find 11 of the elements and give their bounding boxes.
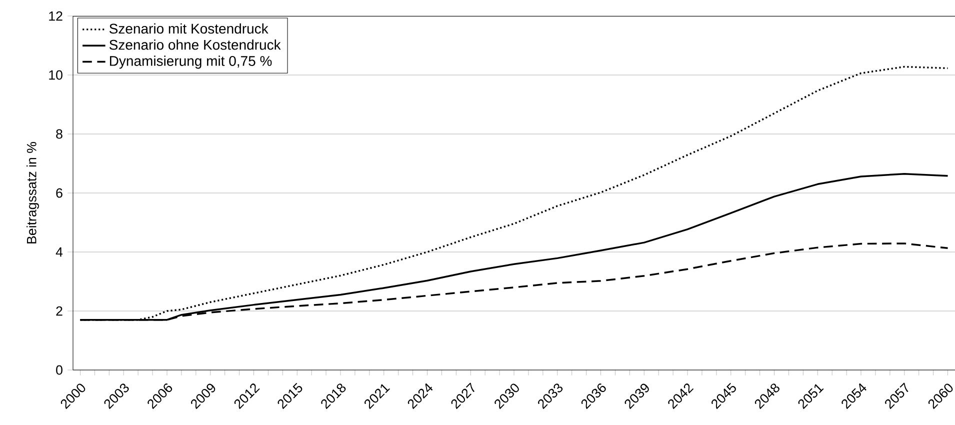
y-axis-title: Beitragssatz in % bbox=[26, 142, 39, 244]
legend-label: Dynamisierung mit 0,75 % bbox=[110, 56, 272, 69]
legend-label: Szenario mit Kostendruck bbox=[109, 23, 268, 34]
y-tick-label: 4 bbox=[56, 247, 63, 257]
y-tick-label: 6 bbox=[56, 188, 62, 198]
y-tick-label: 12 bbox=[49, 11, 62, 21]
legend-label: Szenario ohne Kostendruck bbox=[109, 40, 281, 50]
y-tick-label: 10 bbox=[49, 70, 62, 80]
y-tick-label: 0 bbox=[56, 365, 62, 375]
y-tick-label: 2 bbox=[56, 306, 62, 316]
y-tick-label: 8 bbox=[56, 129, 62, 139]
